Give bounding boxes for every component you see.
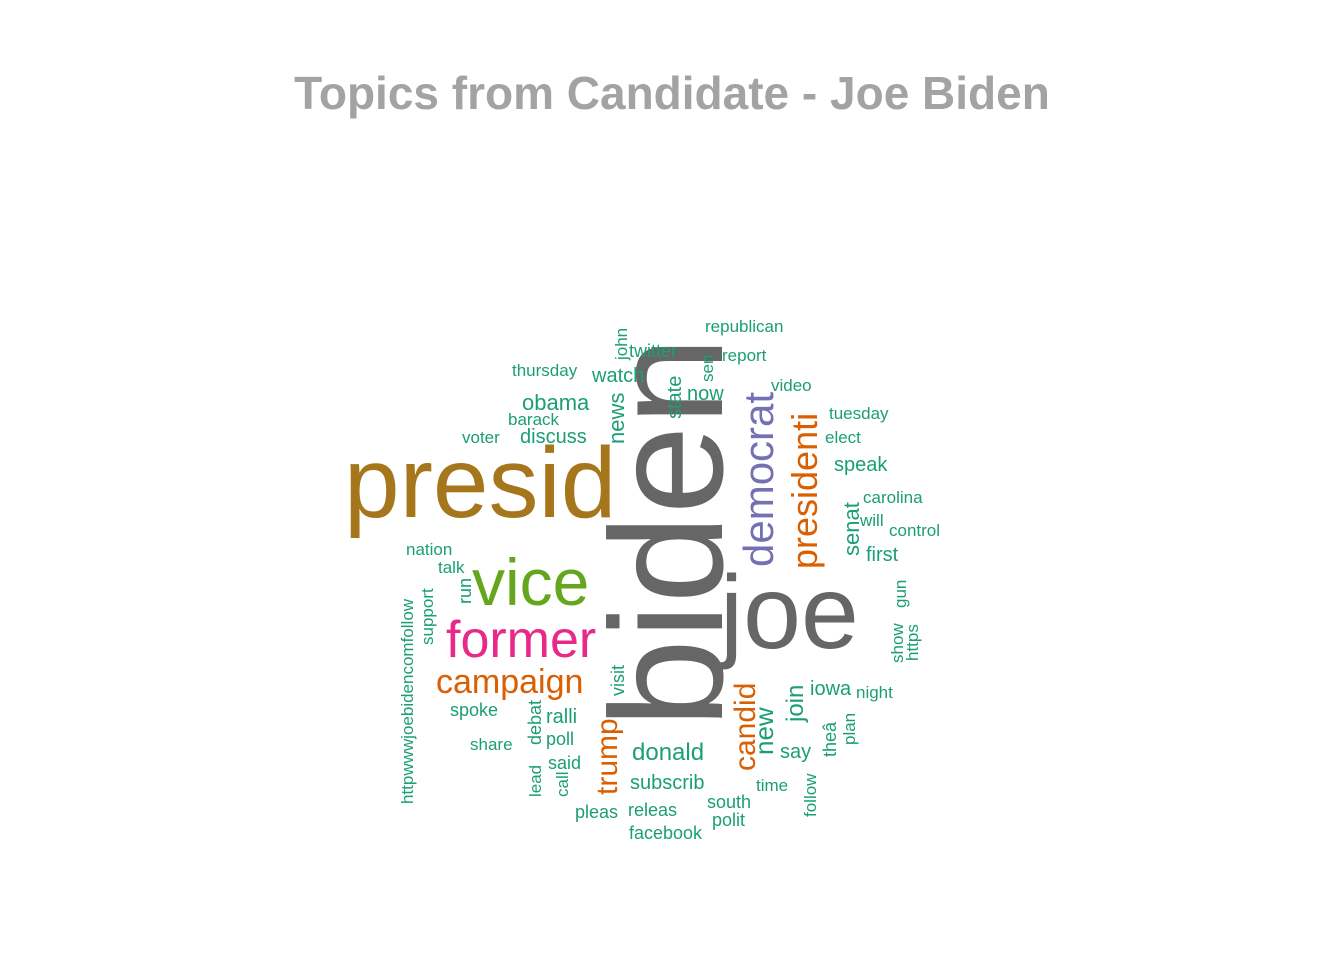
word-25: now [687,383,724,405]
word-39: share [470,735,513,754]
word-18: ralli [546,706,577,728]
word-0: biden [577,337,756,728]
word-7: campaign [436,663,583,701]
word-2: presid [344,427,616,539]
word-55: carolina [863,488,923,507]
word-58: show [888,623,907,663]
word-54: elect [825,428,861,447]
word-63: plan [840,713,859,745]
word-11: donald [632,739,704,766]
word-4: former [446,611,596,669]
word-52: video [771,376,812,395]
word-31: south [707,792,751,812]
word-64: time [756,776,788,795]
word-19: watch [591,365,644,387]
word-34: visit [608,665,628,696]
chart-title: Topics from Candidate - Joe Biden [294,67,1050,119]
word-59: gun [891,580,910,608]
word-45: voter [462,428,500,447]
word-3: vice [472,545,589,619]
word-27: poll [546,729,574,749]
word-33: facebook [629,823,703,843]
word-20: state [664,376,686,419]
word-62: theâ [820,721,840,757]
word-50: report [722,346,767,365]
word-51: republican [705,317,783,336]
word-32: polit [712,810,745,830]
word-13: obama [522,390,590,415]
word-8: trump [591,718,624,795]
word-65: follow [801,773,820,817]
word-57: control [889,521,940,540]
word-35: debat [525,700,545,745]
word-42: nation [406,540,452,559]
word-22: first [866,544,899,566]
word-10: new [749,707,779,755]
word-9: candid [729,683,762,771]
word-16: discuss [520,426,587,448]
word-24: iowa [810,678,852,700]
word-41: talk [438,558,465,577]
word-14: news [604,393,629,444]
word-12: join [782,685,809,723]
word-48: john [612,328,631,361]
word-37: call [553,771,572,797]
word-61: night [856,683,893,702]
word-5: democrat [735,392,782,567]
word-17: subscrib [630,772,704,794]
word-56: will [859,511,884,530]
word-44: httpwwwjoebidencomfollow [398,598,417,804]
word-21: speak [834,454,888,476]
word-40: run [455,578,475,604]
word-36: lead [526,765,545,797]
word-29: pleas [575,802,618,822]
word-23: say [780,741,811,763]
word-38: spoke [450,700,498,720]
word-15: senat [839,502,864,556]
word-30: releas [628,800,677,820]
word-46: barack [508,410,560,429]
word-53: tuesday [829,404,889,423]
word-6: presidenti [784,413,825,569]
word-43: support [418,588,437,645]
word-1: joe [717,555,859,671]
word-49: sen [698,355,717,382]
word-60: https [903,624,922,661]
word-28: said [548,753,581,773]
word-26: twitter [629,341,677,361]
word-47: thursday [512,361,578,380]
